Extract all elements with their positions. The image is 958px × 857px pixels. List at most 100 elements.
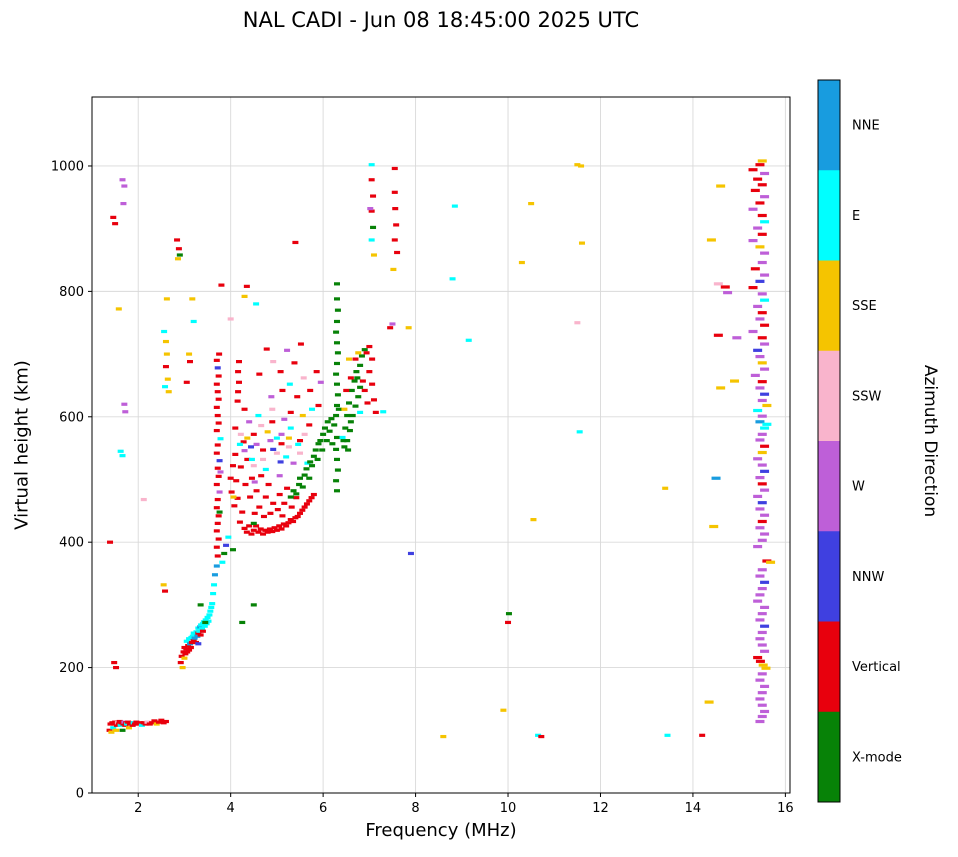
colorbar-segment-sse [818,260,840,352]
data-point [262,495,269,499]
data-point [277,460,284,464]
data-point [181,656,188,660]
data-point [248,457,255,462]
data-point [760,709,770,714]
data-point [162,339,169,344]
data-point [333,330,340,334]
data-point [358,354,365,358]
data-point [188,640,195,645]
data-point [297,476,304,480]
colorbar-category-label: Vertical [852,660,901,675]
data-point [297,451,304,455]
data-point [250,528,257,532]
data-point [217,437,224,441]
data-point [215,397,222,401]
data-point [709,524,719,529]
data-point [246,420,253,424]
data-point [234,399,241,403]
data-point [354,376,361,380]
data-point [293,496,300,500]
data-point [295,442,302,446]
data-point [215,474,222,478]
data-point [269,407,276,411]
data-point [276,492,283,497]
data-point [755,574,765,578]
data-point [269,529,276,534]
data-point [164,377,171,381]
data-point [704,700,714,704]
data-point [748,168,758,172]
data-point [757,292,767,296]
data-point [766,560,776,564]
data-point [706,238,716,242]
data-point [248,476,255,480]
data-point [755,659,765,663]
data-point [137,721,144,725]
data-point [405,326,412,330]
data-point [108,730,115,734]
data-point [348,388,355,393]
data-point [294,514,301,519]
data-point [347,376,354,380]
data-point [713,333,723,337]
data-point [369,382,376,386]
data-point [263,347,270,351]
data-point [162,719,169,724]
data-point [268,395,275,399]
data-point [535,733,542,737]
data-point [144,720,151,724]
data-point [174,257,181,261]
data-point [195,642,202,646]
data-point [299,413,306,418]
data-point [333,372,340,376]
data-point [160,583,167,587]
data-point [757,538,767,542]
data-point [662,486,669,490]
data-point [755,245,765,249]
data-point [199,627,206,631]
data-point [723,291,733,295]
data-point [753,599,763,603]
data-point [760,605,770,609]
data-point [755,618,765,622]
data-point [232,452,239,457]
data-point [213,382,220,386]
data-point [530,518,537,522]
data-point [760,580,770,584]
colorbar-segment-nne [818,80,840,171]
data-point [131,722,138,726]
data-point [233,479,240,483]
data-point [122,410,129,414]
data-point [755,637,765,641]
data-point [151,719,158,723]
data-point [755,317,765,321]
data-point [339,435,346,440]
data-point [355,395,362,399]
data-point [290,489,297,493]
data-point [760,273,770,277]
data-point [113,728,120,732]
data-point [757,260,767,265]
data-point [391,190,398,194]
data-point [185,644,192,648]
y-tick-label: 400 [59,536,84,551]
data-point [182,652,189,656]
data-point [505,612,512,616]
data-point [757,232,767,236]
data-point [125,726,132,730]
data-point [215,421,222,425]
data-point [176,253,183,257]
data-point [357,363,364,367]
data-point [578,241,585,245]
data-point [753,494,763,499]
x-tick-label: 8 [411,801,419,816]
data-point [757,714,767,719]
data-point [285,445,292,449]
data-point [757,586,767,591]
data-point [753,544,763,549]
data-point [187,645,194,650]
data-point [214,554,221,558]
data-point [370,194,377,198]
data-point [757,361,767,365]
data-point [392,207,399,211]
